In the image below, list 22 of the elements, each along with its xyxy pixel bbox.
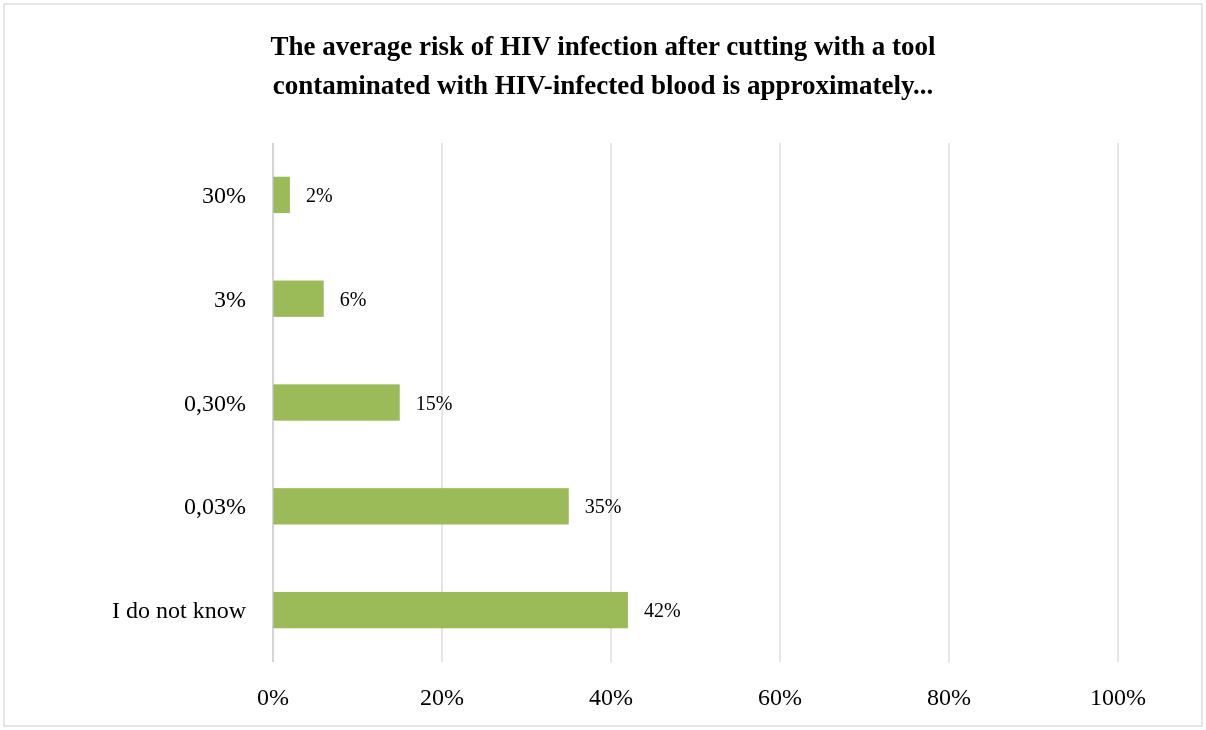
- y-tick-label: 3%: [214, 285, 246, 312]
- data-label: 6%: [339, 287, 367, 310]
- chart-title: The average risk of HIV infection after cutting with a tool contaminated with HIV-infected blood is approximately...: [270, 31, 936, 100]
- x-tick-label: 20%: [420, 684, 464, 710]
- data-label: 15%: [415, 391, 453, 414]
- data-label: 35%: [584, 495, 622, 518]
- bar: [273, 488, 569, 525]
- x-tick-label: 60%: [758, 684, 802, 710]
- x-tick-label: 0%: [257, 684, 289, 710]
- y-tick-label: I do not know: [112, 597, 247, 624]
- bar: [273, 591, 628, 629]
- bar: [273, 280, 324, 317]
- y-tick-label: 0,30%: [184, 389, 246, 416]
- data-label: 2%: [305, 183, 333, 206]
- y-tick-label: 30%: [202, 181, 246, 208]
- data-label: 42%: [643, 599, 681, 622]
- bar: [273, 384, 400, 421]
- x-tick-label: 80%: [927, 684, 971, 710]
- x-tick-label: 100%: [1090, 684, 1146, 710]
- x-tick-label: 40%: [589, 684, 633, 710]
- bar: [273, 176, 290, 214]
- y-tick-label: 0,03%: [184, 493, 246, 520]
